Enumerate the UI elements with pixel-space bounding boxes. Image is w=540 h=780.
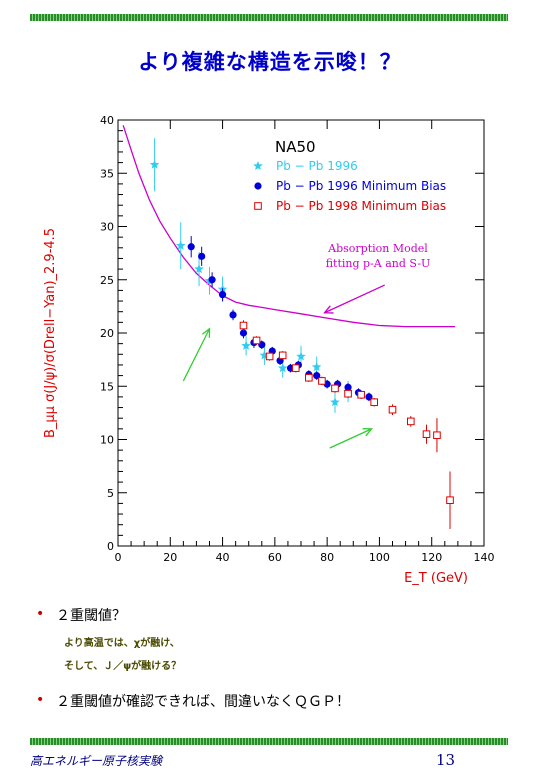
x-axis-label: E_T (GeV) [404, 571, 468, 586]
data-point-square [252, 336, 261, 345]
data-point-star [176, 240, 186, 250]
y-tick-label: 35 [100, 167, 114, 180]
x-tick-label: 140 [474, 551, 495, 564]
data-point-circle [344, 383, 352, 391]
annotation-line-2: fitting p-A and S-U [326, 257, 431, 270]
x-tick-label: 60 [268, 551, 282, 564]
x-tick-label: 80 [320, 551, 334, 564]
data-point-star [253, 161, 263, 170]
arrow-head [201, 327, 211, 338]
sub-bullet-1: より高温では、χが融け、 [64, 638, 180, 649]
y-axis-label: B_μμ σ(J/ψ)/σ(Drell−Yan)_2.9-4.5 [43, 228, 58, 438]
arrow-shaft [329, 428, 372, 449]
y-tick-label: 15 [100, 380, 114, 393]
y-tick-label: 10 [100, 434, 114, 447]
experiment-label: NA50 [275, 138, 316, 156]
legend-label: Pb − Pb 1996 Minimum Bias [276, 179, 446, 193]
data-point-square [305, 373, 313, 382]
y-tick-label: 40 [100, 114, 114, 127]
slide-title: より複雑な構造を示唆！？ [138, 50, 402, 74]
annotation-line-1: Absorption Model [327, 242, 428, 255]
data-point-square [318, 377, 326, 385]
data-point-circle [254, 182, 262, 190]
data-point-square [291, 364, 300, 372]
data-point-square [422, 430, 431, 438]
x-tick-label: 0 [115, 551, 122, 564]
data-point-square [265, 352, 274, 361]
data-point-star [149, 159, 160, 169]
data-point-square [370, 398, 378, 407]
y-tick-label: 25 [100, 274, 114, 287]
page-number: 13 [436, 751, 456, 769]
arrow-shaft [182, 328, 211, 382]
data-point-square [239, 321, 248, 330]
data-point-square [357, 390, 365, 399]
data-point-square [388, 405, 397, 414]
data-point-star [194, 264, 204, 274]
y-tick-label: 0 [107, 540, 114, 553]
bullet-marker-2: • [36, 692, 45, 708]
x-tick-label: 100 [369, 551, 390, 564]
data-point-square [446, 496, 454, 505]
bullet-text-2: ２重閾値が確認できれば、間違いなくＱＧＰ！ [56, 694, 350, 710]
top-divider [30, 14, 508, 21]
arrow-head [323, 305, 334, 314]
sub-bullet-2: そして、Ｊ／ψが融ける？ [64, 661, 182, 672]
y-tick-label: 20 [100, 327, 114, 340]
data-point-square [278, 351, 287, 360]
data-point-star [296, 351, 306, 361]
footer-course-title: 高エネルギー原子核実験 [30, 754, 163, 768]
data-point-star [330, 397, 340, 407]
bottom-divider [30, 738, 508, 745]
data-point-square [407, 417, 415, 426]
data-point-star [259, 350, 270, 360]
data-point-circle [229, 311, 237, 319]
x-tick-label: 120 [421, 551, 442, 564]
x-tick-label: 40 [216, 551, 230, 564]
data-point-circle [208, 276, 216, 284]
y-tick-label: 30 [100, 221, 114, 234]
data-point-star [277, 363, 288, 373]
absorption-model-curve [122, 125, 456, 328]
data-point-circle [187, 243, 195, 251]
data-point-square [433, 431, 441, 440]
x-tick-label: 20 [163, 551, 177, 564]
data-point-star [241, 340, 251, 350]
data-point-square [331, 384, 339, 393]
y-tick-label: 5 [107, 487, 114, 500]
arrow-shaft [324, 284, 385, 314]
data-point-circle [198, 252, 206, 260]
data-point-square [254, 202, 262, 210]
data-point-star [311, 362, 322, 372]
legend-label: Pb − Pb 1998 Minimum Bias [276, 199, 446, 213]
data-point-circle [218, 291, 227, 299]
legend-label: Pb − Pb 1996 [276, 159, 358, 173]
bullet-text-1: ２重閾値？ [56, 608, 126, 624]
data-point-square [344, 389, 352, 398]
bullet-marker-1: • [36, 606, 45, 622]
data-point-circle [239, 329, 248, 337]
arrow-head [362, 428, 373, 437]
